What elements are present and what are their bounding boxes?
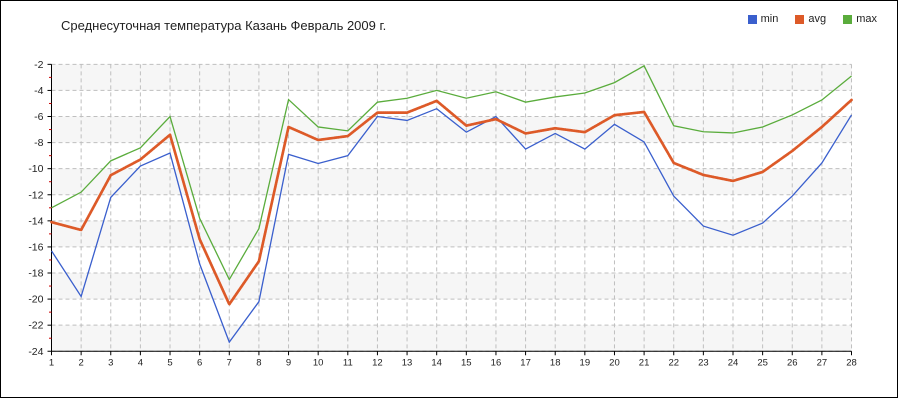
svg-text:25: 25 [757,357,768,368]
svg-text:23: 23 [698,357,709,368]
svg-text:-16: -16 [28,241,43,253]
svg-text:28: 28 [846,357,857,368]
svg-text:10: 10 [313,357,324,368]
svg-text:17: 17 [520,357,531,368]
svg-text:24: 24 [728,357,739,368]
svg-text:-14: -14 [28,215,43,227]
svg-text:8: 8 [256,357,261,368]
svg-text:6: 6 [197,357,202,368]
svg-text:26: 26 [787,357,798,368]
svg-text:15: 15 [461,357,472,368]
svg-text:9: 9 [286,357,291,368]
svg-text:-20: -20 [28,294,43,306]
svg-text:4: 4 [138,357,143,368]
svg-text:18: 18 [550,357,561,368]
svg-text:-10: -10 [28,163,43,175]
svg-text:-24: -24 [28,346,43,358]
svg-text:19: 19 [580,357,591,368]
svg-text:-2: -2 [34,59,43,71]
svg-text:-22: -22 [28,320,43,332]
svg-text:16: 16 [491,357,502,368]
svg-text:7: 7 [227,357,232,368]
svg-text:2: 2 [78,357,83,368]
svg-text:13: 13 [402,357,413,368]
svg-text:3: 3 [108,357,113,368]
svg-text:-4: -4 [34,85,43,97]
svg-text:5: 5 [167,357,172,368]
svg-text:-8: -8 [34,137,43,149]
svg-text:20: 20 [609,357,620,368]
svg-text:12: 12 [372,357,383,368]
svg-text:14: 14 [431,357,442,368]
svg-text:-18: -18 [28,268,43,280]
svg-text:22: 22 [668,357,679,368]
svg-text:1: 1 [49,357,54,368]
svg-text:21: 21 [639,357,650,368]
svg-text:27: 27 [817,357,828,368]
svg-text:-12: -12 [28,189,43,201]
svg-text:11: 11 [343,357,353,368]
svg-text:-6: -6 [34,111,43,123]
